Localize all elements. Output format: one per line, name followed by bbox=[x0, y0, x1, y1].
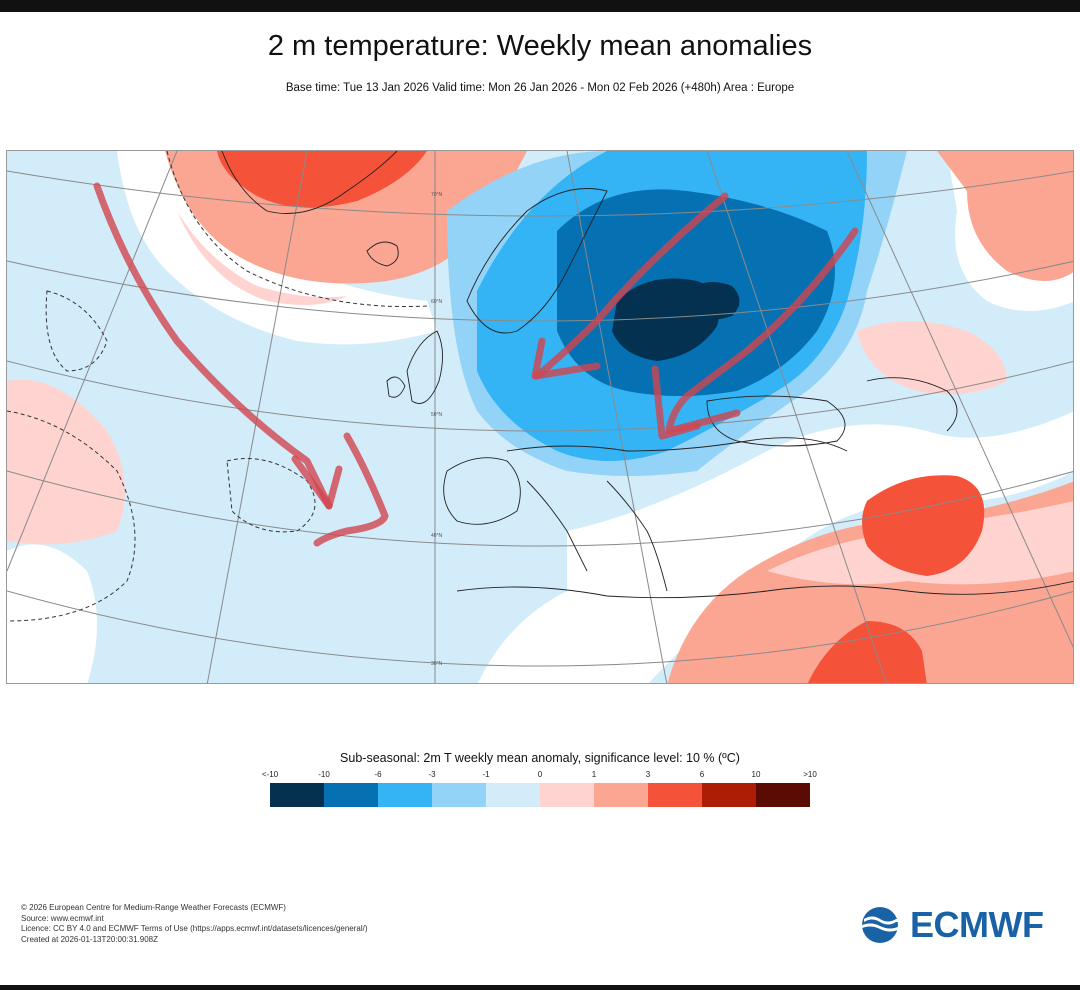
ecmwf-logo-icon bbox=[860, 907, 906, 943]
footer-created: Created at 2026-01-13T20:00:31.908Z bbox=[21, 934, 158, 944]
significance-contours bbox=[7, 151, 428, 622]
legend-swatch-7 bbox=[648, 783, 702, 807]
footer-credits: © 2026 European Centre for Medium-Range … bbox=[21, 903, 368, 945]
footer-copyright: © 2026 European Centre for Medium-Range … bbox=[21, 903, 286, 912]
legend-tick: -1 bbox=[482, 770, 490, 779]
neutral-zone-west-atlantic bbox=[7, 544, 97, 683]
legend-swatch-5 bbox=[540, 783, 594, 807]
latitude-labels: 70°N 60°N 50°N 40°N 30°N bbox=[431, 192, 443, 667]
lat-label-30: 30°N bbox=[431, 661, 443, 667]
legend-swatch-2 bbox=[378, 783, 432, 807]
legend-color-bar bbox=[270, 783, 810, 807]
cold-zone-core-east bbox=[687, 282, 740, 320]
footer-licence: Licence: CC BY 4.0 and ECMWF Terms of Us… bbox=[21, 924, 368, 933]
footer-source: Source: www.ecmwf.int bbox=[21, 913, 104, 923]
legend-tick: >10 bbox=[803, 770, 817, 779]
warm-zone-turkey bbox=[857, 321, 1007, 395]
bottom-bar bbox=[0, 985, 1080, 990]
arrow-iberia bbox=[313, 432, 389, 547]
arrow-central-europe-head bbox=[531, 337, 601, 380]
coastlines bbox=[221, 151, 1073, 599]
warm-zone-greenland-core bbox=[217, 151, 427, 208]
warm-zone-northeast bbox=[937, 151, 1073, 281]
arrow-eastern-europe bbox=[665, 227, 859, 435]
ecmwf-logo: ECMWF bbox=[858, 902, 1063, 948]
lat-label-50: 50°N bbox=[431, 412, 443, 418]
graticule bbox=[7, 151, 1073, 683]
top-bar bbox=[0, 0, 1080, 12]
arrow-central-europe bbox=[533, 192, 729, 380]
page-title: 2 m temperature: Weekly mean anomalies bbox=[267, 30, 813, 62]
arrow-atlantic bbox=[93, 182, 333, 510]
legend-tick: <-10 bbox=[261, 770, 279, 779]
warm-zone-west-atlantic bbox=[7, 379, 125, 545]
lat-label-40: 40°N bbox=[431, 533, 443, 539]
ecmwf-logo-text: ECMWF bbox=[910, 904, 1044, 945]
legend-tick: 10 bbox=[751, 770, 761, 779]
warm-zone-arabia-core bbox=[807, 621, 927, 683]
legend-tick: 0 bbox=[537, 770, 543, 779]
legend-tick: 3 bbox=[645, 770, 651, 779]
legend-swatch-1 bbox=[324, 783, 378, 807]
legend-tick: 6 bbox=[699, 770, 705, 779]
legend-swatch-0 bbox=[270, 783, 324, 807]
map-graphic: 70°N 60°N 50°N 40°N 30°N bbox=[7, 151, 1073, 683]
legend-swatch-6 bbox=[594, 783, 648, 807]
page-subtitle: Base time: Tue 13 Jan 2026 Valid time: M… bbox=[285, 82, 795, 94]
legend-tick: -6 bbox=[374, 770, 382, 779]
arrow-eastern-europe-head bbox=[651, 365, 701, 440]
lat-label-60: 60°N bbox=[431, 299, 443, 305]
warm-zone-middle-east-core bbox=[862, 475, 985, 576]
legend-tick-labels: <-10 -10 -6 -3 -1 0 1 3 6 10 >10 bbox=[262, 770, 817, 782]
legend-title: Sub-seasonal: 2m T weekly mean anomaly, … bbox=[340, 751, 740, 765]
anomaly-map: 70°N 60°N 50°N 40°N 30°N bbox=[6, 150, 1074, 684]
legend-swatch-4 bbox=[486, 783, 540, 807]
warm-zone-iceland-fringe bbox=[177, 211, 347, 305]
annotation-arrows bbox=[93, 182, 859, 547]
legend-tick: -10 bbox=[318, 770, 330, 779]
legend-tick: -3 bbox=[428, 770, 436, 779]
legend-swatch-8 bbox=[702, 783, 756, 807]
lat-label-70: 70°N bbox=[431, 192, 443, 198]
arrow-atlantic-head bbox=[291, 455, 343, 510]
legend-tick: 1 bbox=[591, 770, 597, 779]
legend-swatch-3 bbox=[432, 783, 486, 807]
legend-swatch-9 bbox=[756, 783, 810, 807]
